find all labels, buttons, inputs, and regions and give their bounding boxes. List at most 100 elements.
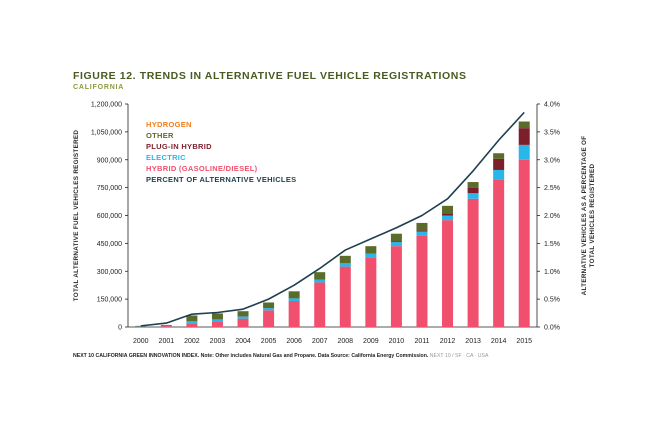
bar-segment-other: [288, 291, 300, 299]
y-tick-label: 900,000: [97, 157, 122, 164]
legend-entry-other: OTHER: [146, 131, 174, 140]
bar-segment-hybrid: [339, 266, 351, 327]
bar-segment-hybrid: [135, 326, 147, 328]
x-tick-label: 2003: [210, 338, 226, 345]
bar-segment-other: [467, 182, 479, 188]
y-tick-label: 1,200,000: [91, 102, 122, 109]
y-tick-label: 750,000: [97, 185, 122, 192]
x-tick-label: 2010: [389, 338, 405, 345]
bar-segment-other: [493, 153, 505, 159]
bar-segment-other: [416, 222, 428, 231]
y2-tick-label: 2.5%: [544, 185, 560, 192]
y-tick-label: 150,000: [97, 297, 122, 304]
y2-tick-label: 3.0%: [544, 157, 560, 164]
legend-entry-hydrogen: HYDROGEN: [146, 120, 192, 129]
x-tick-label: 2004: [235, 338, 251, 345]
x-tick-label: 2000: [133, 338, 149, 345]
bar-segment-hybrid: [237, 318, 249, 327]
bar-segment-other: [160, 324, 172, 326]
bar-segment-hybrid: [416, 235, 428, 327]
bar-segment-electric: [493, 169, 505, 180]
bar-segment-electric: [390, 242, 402, 247]
source-tail: NEXT 10 / SF · CA · USA: [429, 353, 489, 359]
y2-tick-label: 4.0%: [544, 102, 560, 109]
bar-segment-hybrid: [365, 257, 377, 327]
bar-segment-hybrid: [442, 220, 454, 327]
legend-entry-hybrid: HYBRID (GASOLINE/DIESEL): [146, 164, 258, 173]
x-tick-label: 2007: [312, 338, 328, 345]
bar-segment-hydrogen: [518, 121, 530, 122]
bar-segment-hybrid: [390, 246, 402, 327]
bar-segment-electric: [442, 215, 454, 221]
bar-segment-other: [211, 313, 223, 320]
bar-segment-plugin-hybrid: [493, 158, 505, 170]
bar-segment-electric: [339, 263, 351, 267]
bar-segment-hybrid: [263, 310, 275, 327]
x-tick-label: 2005: [261, 338, 277, 345]
bar-segment-other: [442, 205, 454, 214]
bar-segment-hybrid: [288, 300, 300, 327]
bar-segment-plugin-hybrid: [416, 230, 428, 232]
y-tick-label: 450,000: [97, 241, 122, 248]
bar-segment-hybrid: [314, 282, 326, 327]
y2-tick-label: 1.0%: [544, 269, 560, 276]
bar-segment-plugin-hybrid: [467, 187, 479, 194]
bar-segment-electric: [365, 253, 377, 258]
x-tick-label: 2001: [159, 338, 175, 345]
y2-tick-label: 3.5%: [544, 129, 560, 136]
x-tick-label: 2011: [414, 338, 429, 345]
x-tick-label: 2009: [363, 338, 379, 345]
y-tick-label: 600,000: [97, 213, 122, 220]
y2-axis-title-line1: ALTERNATIVE VEHICLES AS A PERCENTAGE OF: [581, 136, 588, 296]
y-tick-label: 0: [118, 325, 122, 332]
legend-entry-electric: ELECTRIC: [146, 153, 186, 162]
bar-segment-plugin-hybrid: [442, 213, 454, 216]
y2-axis-title-line2: TOTAL VEHICLES REGISTERED: [589, 163, 596, 267]
y2-tick-label: 0.5%: [544, 297, 560, 304]
bar-segment-other: [339, 255, 351, 264]
figure-title: FIGURE 12. TRENDS IN ALTERNATIVE FUEL VE…: [73, 70, 467, 82]
bar-segment-other: [390, 233, 402, 242]
legend-entry-plugin-hybrid: PLUG-IN HYBRID: [146, 142, 212, 151]
x-tick-label: 2013: [465, 338, 481, 345]
bar-segment-other: [365, 246, 377, 254]
y2-tick-label: 1.5%: [544, 241, 560, 248]
bar-segment-electric: [518, 144, 530, 160]
x-tick-label: 2015: [516, 338, 532, 345]
percent-line: [140, 111, 525, 327]
source-text: NEXT 10 CALIFORNIA GREEN INNOVATION INDE…: [73, 353, 429, 359]
source-footnote: NEXT 10 CALIFORNIA GREEN INNOVATION INDE…: [73, 353, 488, 359]
bar-segment-hybrid: [186, 323, 198, 327]
bar-segment-electric: [467, 193, 479, 199]
bar-segment-other: [237, 311, 249, 317]
bar-segment-hybrid: [160, 326, 172, 327]
legend-entry-percent-line: PERCENT OF ALTERNATIVE VEHICLES: [146, 175, 296, 184]
x-tick-label: 2008: [337, 338, 353, 345]
bar-segment-electric: [416, 231, 428, 236]
bar-segment-other: [263, 302, 275, 309]
bar-segment-plugin-hybrid: [390, 241, 402, 243]
y2-tick-label: 2.0%: [544, 213, 560, 220]
bar-segment-other: [518, 121, 530, 129]
y-tick-label: 300,000: [97, 269, 122, 276]
bar-segment-electric: [314, 279, 326, 283]
y-tick-label: 1,050,000: [91, 129, 122, 136]
bar-segment-hybrid: [211, 321, 223, 327]
y2-tick-label: 0.0%: [544, 325, 560, 332]
bar-segment-electric: [160, 325, 172, 327]
bar-segment-electric: [135, 326, 147, 327]
bar-segment-hybrid: [467, 198, 479, 327]
x-tick-label: 2014: [491, 338, 507, 345]
bar-segment-electric: [288, 298, 300, 301]
bar-segment-other: [314, 272, 326, 280]
bar-segment-electric: [186, 321, 198, 324]
figure-subtitle: CALIFORNIA: [73, 84, 125, 91]
bar-segment-other: [186, 315, 198, 322]
bar-segment-plugin-hybrid: [518, 128, 530, 145]
bar-segment-hybrid: [518, 159, 530, 327]
bar-segment-other: [135, 325, 147, 327]
bar-segment-electric: [263, 308, 275, 311]
bar-segment-hybrid: [493, 179, 505, 327]
x-tick-label: 2012: [440, 338, 456, 345]
